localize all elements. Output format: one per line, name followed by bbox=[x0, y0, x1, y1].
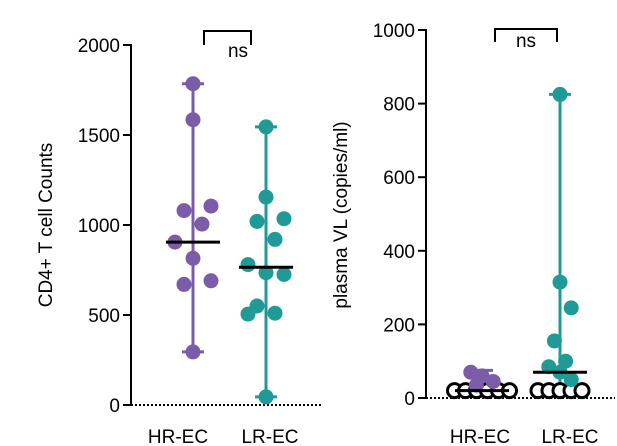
cd4-significance-bracket bbox=[203, 30, 252, 45]
vl-lr-ec-point bbox=[558, 353, 574, 369]
cd4-hr-ec-point bbox=[185, 344, 201, 360]
cd4-hr-ec-point bbox=[176, 203, 192, 219]
vl-tick-label-600: 600 bbox=[383, 168, 415, 189]
vl-tick-label-800: 800 bbox=[383, 95, 415, 116]
cd4-tick-label-500: 500 bbox=[88, 306, 120, 327]
cd4-tick-label-2000: 2000 bbox=[78, 36, 120, 57]
vl-category-label-hr-ec: HR-EC bbox=[450, 427, 510, 446]
cd4-hr-ec-point bbox=[194, 216, 210, 232]
cd4-lr-ec-point bbox=[267, 305, 283, 321]
cd4-lr-ec-point bbox=[276, 267, 292, 282]
vl-category-label-lr-ec: LR-EC bbox=[541, 427, 598, 446]
cd4-y-ticks: 0 500 1000 1500 2000 bbox=[78, 36, 131, 417]
cd4-lr-ec-point bbox=[267, 231, 283, 247]
cd4-hr-ec-point bbox=[185, 112, 201, 128]
cd4-hr-ec-point bbox=[176, 276, 192, 292]
vl-significance-bracket bbox=[494, 28, 558, 42]
cd4-tick-label-0: 0 bbox=[109, 396, 120, 417]
vl-lr-ec-point bbox=[563, 300, 579, 316]
cd4-y-axis-title: CD4+ T cell Counts bbox=[36, 143, 57, 308]
cd4-lr-ec-point bbox=[258, 119, 274, 135]
vl-lr-ec-point bbox=[552, 86, 568, 102]
vl-lr-ec-point bbox=[541, 359, 557, 375]
vl-data-marks bbox=[446, 86, 591, 400]
plasma-vl-chart: plasma VL (copies/ml) 02004006008001000 … bbox=[331, 21, 615, 446]
cd4-hr-ec-point bbox=[203, 198, 219, 214]
vl-tick-label-1000: 1000 bbox=[373, 21, 415, 42]
vl-tick-label-0: 0 bbox=[404, 389, 415, 410]
cd4-tick-label-1500: 1500 bbox=[78, 126, 120, 147]
cd4-lr-ec-point bbox=[276, 211, 292, 227]
cd4-lr-ec-point bbox=[240, 257, 256, 273]
vl-significance-label: ns bbox=[516, 31, 536, 52]
cd4-hr-ec-point bbox=[203, 273, 219, 289]
cd4-hr-ec-point bbox=[185, 250, 201, 266]
cd4-lr-ec-point bbox=[258, 265, 274, 281]
vl-lr-ec-point bbox=[552, 274, 568, 290]
vl-hr-ec-point bbox=[485, 373, 501, 389]
vl-tick-label-400: 400 bbox=[383, 242, 415, 263]
cd4-lr-ec-point bbox=[258, 189, 274, 205]
cd4-lr-ec-point bbox=[240, 306, 256, 322]
vl-lr-ec-point bbox=[546, 333, 562, 349]
cd4-tick-label-1000: 1000 bbox=[78, 216, 120, 237]
vl-y-ticks: 0 200 400 600 800 1000 bbox=[373, 21, 426, 410]
cd4-count-chart: CD4+ T cell Counts 0 500 1000 1500 2000 HR-E… bbox=[36, 30, 322, 446]
cd4-lr-ec-point bbox=[249, 213, 265, 229]
vl-tick-label-200: 200 bbox=[383, 315, 415, 336]
cd4-category-label-lr-ec: LR-EC bbox=[241, 427, 298, 446]
cd4-data-marks bbox=[166, 76, 293, 405]
vl-lr-ec-point bbox=[563, 372, 579, 388]
vl-hr-ec-point bbox=[468, 377, 484, 393]
cd4-hr-ec-point bbox=[185, 76, 201, 92]
cd4-significance-label: ns bbox=[228, 41, 248, 62]
vl-y-axis-title: plasma VL (copies/ml) bbox=[331, 121, 352, 308]
cd4-category-label-hr-ec: HR-EC bbox=[148, 427, 208, 446]
cd4-lr-ec-point bbox=[258, 389, 274, 405]
vl-lr-ec-open-point bbox=[573, 382, 591, 400]
